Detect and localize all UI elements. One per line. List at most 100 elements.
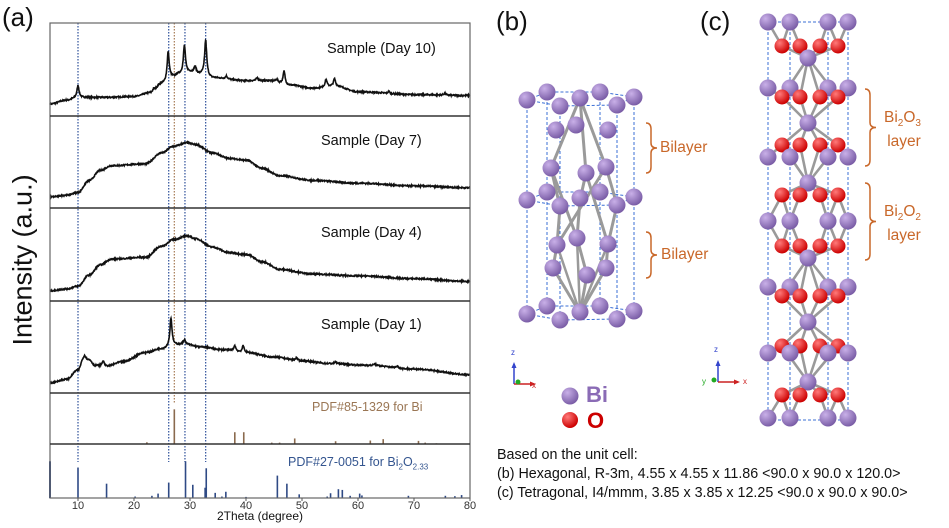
bi-atom <box>567 116 585 134</box>
bi-atom <box>568 229 586 247</box>
bi-atom <box>625 302 643 320</box>
unit-cell-b: (b) Hexagonal, R-3m, 4.55 x 4.55 x 11.86… <box>497 466 901 482</box>
o-atom <box>830 38 846 54</box>
bi-atom <box>608 310 626 328</box>
o-atom <box>830 238 846 254</box>
o-atom <box>812 38 828 54</box>
bilayer-brace-top <box>645 122 658 174</box>
bi-atom <box>597 158 615 176</box>
panel-c-label: (c) <box>700 6 731 36</box>
legend-bi-label: Bi <box>586 382 608 407</box>
bi-atom <box>538 297 556 315</box>
bond <box>578 96 588 175</box>
bi-atom <box>548 236 566 254</box>
panel-a-label: (a) <box>2 2 34 32</box>
bilayer-label-bottom: Bilayer <box>661 246 709 263</box>
bond <box>575 236 582 315</box>
bi-atom <box>625 188 643 206</box>
ref-label-o: O <box>402 455 413 469</box>
y-axis-marker <box>515 379 521 385</box>
o-atom <box>812 187 828 203</box>
o-atom <box>792 187 808 203</box>
bi-atom <box>799 174 817 192</box>
bi-atom <box>571 189 589 207</box>
bilayer-brace-bottom <box>645 231 658 279</box>
bi-atom <box>538 183 556 201</box>
bi2o3-layer-word: layer <box>887 133 921 151</box>
o-atom <box>830 137 846 153</box>
ref-label-text: PDF#27-0051 for Bi <box>288 455 399 469</box>
bi-atom <box>839 344 857 362</box>
o-atom <box>792 137 808 153</box>
bi-atom <box>759 409 777 427</box>
o-atom <box>774 137 790 153</box>
bi-atom <box>839 212 857 230</box>
bi-atom <box>571 303 589 321</box>
bi2o2-layer-label: Bi2O2 layer <box>884 203 921 245</box>
bi-atom <box>591 183 609 201</box>
bi2o3-o: O <box>903 109 916 126</box>
o-atom <box>792 387 808 403</box>
bi2o2-layer-word: layer <box>887 227 921 245</box>
o-atom <box>774 89 790 105</box>
bi-atom <box>571 89 589 107</box>
x-axis-label: 2Theta (degree) <box>216 509 304 523</box>
axis-z-label-c: z <box>714 345 718 354</box>
bi-atom <box>781 344 799 362</box>
bi2o2-bi: Bi <box>884 203 898 220</box>
bi-atom <box>547 121 565 139</box>
bi-atom <box>781 212 799 230</box>
bi-atom <box>759 212 777 230</box>
bi-atom <box>759 278 777 296</box>
bi-atom <box>799 373 817 391</box>
bi2o3-bi: Bi <box>884 109 898 126</box>
bi-atom <box>599 121 617 139</box>
legend-o-label: O <box>587 408 605 433</box>
x-tick-label: 80 <box>463 500 477 512</box>
bi2o3-sub1: 2 <box>897 118 904 130</box>
bi-atom <box>551 311 569 329</box>
axis-y-label-c: y <box>702 377 706 386</box>
bi2o2-sub2: 2 <box>915 212 921 224</box>
o-atom <box>792 89 808 105</box>
bi2o3-sub2: 3 <box>915 118 921 130</box>
bi-atom <box>608 196 626 214</box>
bi-atom <box>819 148 837 166</box>
bi-atom <box>781 148 799 166</box>
o-atom <box>774 387 790 403</box>
bi-atom <box>591 83 609 101</box>
bi-atom <box>599 235 617 253</box>
o-atom <box>774 187 790 203</box>
bi-atom <box>577 164 595 182</box>
xrd-curve-sample-day-10- <box>49 38 471 106</box>
o-atom <box>774 238 790 254</box>
bond <box>578 96 608 169</box>
x-arrow-head <box>530 381 536 387</box>
bi2o3-brace <box>864 88 877 167</box>
bi-atom <box>518 91 536 109</box>
bi-atom <box>542 159 560 177</box>
z-arrow-head <box>511 362 517 368</box>
bi-atom <box>578 266 596 284</box>
bi2o2-o: O <box>903 203 916 220</box>
xrd-curve-sample-day-7- <box>49 140 471 200</box>
bi-atom <box>608 96 626 114</box>
x-tick-label: 60 <box>351 500 365 512</box>
bi-atom <box>625 88 643 106</box>
ref-label-sub1: 2 <box>398 462 403 472</box>
bi-atom <box>759 13 777 31</box>
bi-atom <box>759 344 777 362</box>
o-atom <box>812 89 828 105</box>
bond <box>584 171 610 246</box>
bi-atom <box>591 297 609 315</box>
bi2o2-sub1: 2 <box>897 212 904 224</box>
z-arrow-head <box>715 360 721 366</box>
bi-atom <box>759 79 777 97</box>
bond <box>549 96 582 170</box>
bi-atom <box>839 13 857 31</box>
bond <box>555 243 582 315</box>
x-tick-label: 10 <box>71 500 85 512</box>
o-atom <box>812 137 828 153</box>
